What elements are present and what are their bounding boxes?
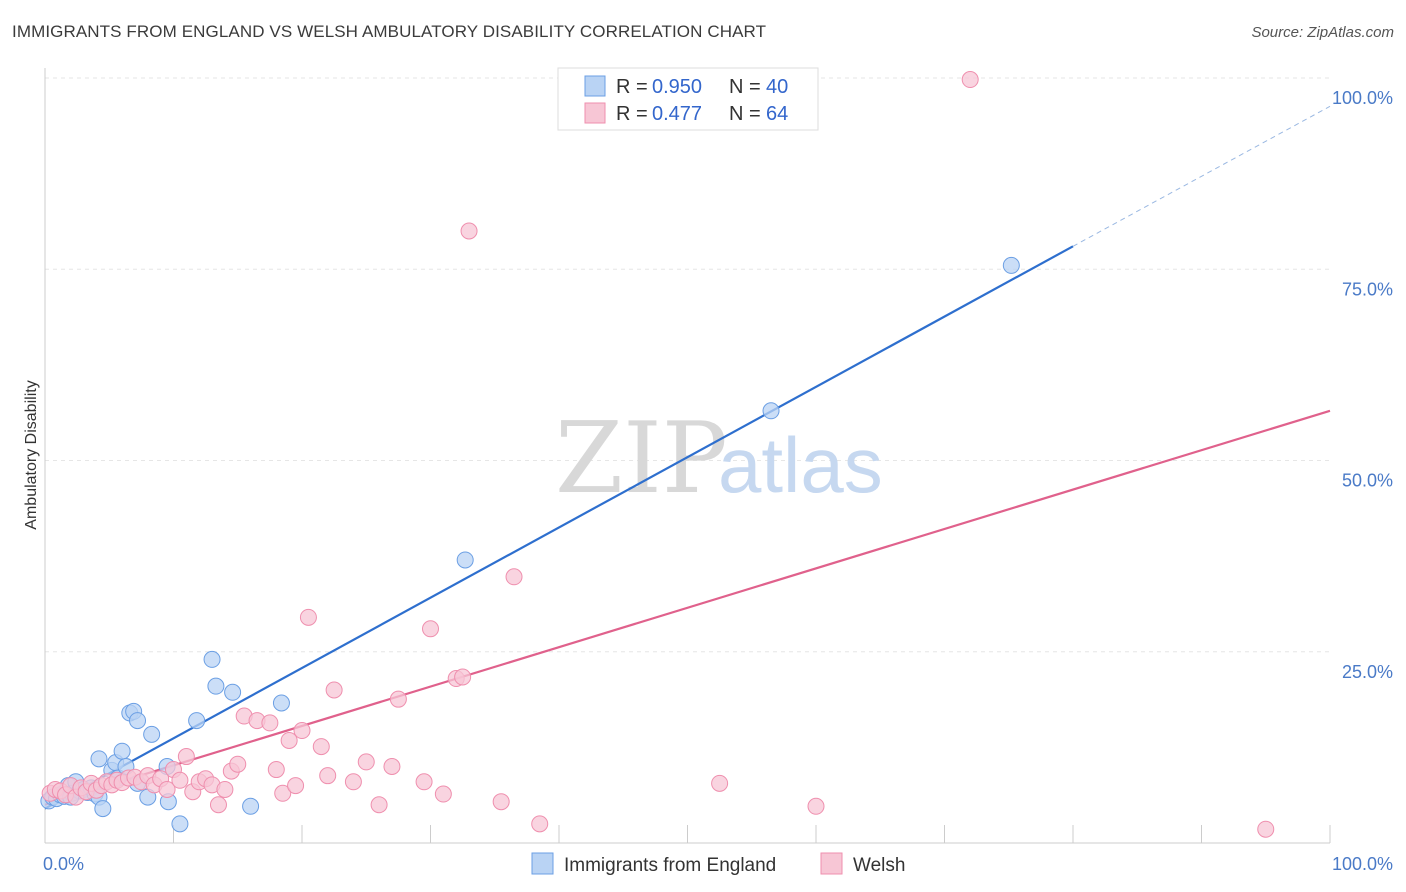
y-tick-label-1: 50.0% xyxy=(1342,471,1393,491)
point-s1-56 xyxy=(492,793,510,811)
bottom-legend-swatch-england xyxy=(531,852,554,875)
legend-r-value-2: 0.477 xyxy=(652,103,702,125)
legend-r-label-2: R = xyxy=(616,103,648,125)
point-s0-15 xyxy=(90,750,108,768)
point-s0-34 xyxy=(272,694,290,712)
point-s1-38 xyxy=(280,731,298,749)
point-s1-52 xyxy=(434,785,452,803)
trend-lines xyxy=(44,105,1331,810)
trend-line-0 xyxy=(44,245,1074,810)
point-s1-43 xyxy=(319,767,337,785)
point-s1-36 xyxy=(267,761,285,779)
point-s1-55 xyxy=(460,222,478,240)
point-s1-58 xyxy=(531,815,549,833)
point-s1-48 xyxy=(383,758,401,775)
tick-labels: 25.0% 50.0% 75.0% 100.0% 0.0% 100.0% xyxy=(43,88,1393,874)
x-tick-label-0: 0.0% xyxy=(43,854,84,874)
y-tick-label-2: 75.0% xyxy=(1342,279,1393,299)
top-legend: R = 0.950 N = 40 R = 0.477 N = 64 xyxy=(557,67,819,131)
point-s1-57 xyxy=(505,568,523,586)
point-s1-46 xyxy=(357,753,375,771)
trend-extension-0 xyxy=(1072,105,1331,247)
point-s1-59 xyxy=(711,774,729,792)
legend-swatch-welsh xyxy=(584,102,606,124)
watermark-atlas: atlas xyxy=(718,421,883,509)
point-s1-37 xyxy=(274,784,292,802)
bottom-legend-swatch-welsh xyxy=(820,852,843,875)
point-s0-35 xyxy=(456,551,474,569)
bottom-legend-label-welsh: Welsh xyxy=(853,855,905,876)
y-tick-label-3: 100.0% xyxy=(1332,88,1393,108)
x-tick-label-1: 100.0% xyxy=(1332,854,1393,874)
y-axis-label: Ambulatory Disability xyxy=(23,380,40,529)
point-s0-14 xyxy=(94,800,112,818)
chart-title: IMMIGRANTS FROM ENGLAND VS WELSH AMBULAT… xyxy=(12,22,767,41)
point-s1-24 xyxy=(177,748,195,766)
watermark-zip: ZIP xyxy=(555,402,728,516)
point-s0-33 xyxy=(242,797,260,815)
point-s1-23 xyxy=(171,771,189,789)
legend-swatch-england xyxy=(584,75,606,97)
point-s0-31 xyxy=(207,677,225,695)
point-s1-30 xyxy=(216,780,234,798)
point-s1-42 xyxy=(312,738,330,756)
point-s1-29 xyxy=(209,796,227,814)
point-s0-28 xyxy=(171,815,189,833)
watermark: ZIP atlas xyxy=(555,402,883,516)
point-s1-44 xyxy=(325,681,343,699)
point-s1-51 xyxy=(422,620,439,638)
legend-n-value-1: 40 xyxy=(766,76,788,98)
point-s1-41 xyxy=(299,608,317,626)
legend-r-value-1: 0.950 xyxy=(652,76,702,98)
point-s0-19 xyxy=(113,742,131,760)
point-s1-40 xyxy=(293,722,311,740)
source-label: Source: ZipAtlas.com xyxy=(1251,24,1394,41)
legend-r-label-1: R = xyxy=(616,76,648,98)
point-s1-32 xyxy=(229,755,247,773)
point-s0-37 xyxy=(1002,256,1020,274)
bottom-legend: Immigrants from England Welsh xyxy=(531,852,905,876)
point-s1-50 xyxy=(415,773,433,791)
point-s1-35 xyxy=(261,714,279,732)
legend-n-value-2: 64 xyxy=(766,103,788,125)
point-s0-36 xyxy=(762,402,780,420)
point-s0-29 xyxy=(188,712,206,730)
point-s0-23 xyxy=(129,712,147,730)
trend-line-1 xyxy=(44,409,1331,806)
legend-n-label-2: N = xyxy=(729,103,761,125)
point-s1-54 xyxy=(454,668,472,686)
bottom-legend-label-england: Immigrants from England xyxy=(564,855,776,876)
point-s1-47 xyxy=(370,796,388,814)
point-s1-21 xyxy=(158,780,176,798)
y-tick-label-0: 25.0% xyxy=(1342,662,1393,682)
point-s1-62 xyxy=(1257,820,1275,838)
point-s0-32 xyxy=(224,683,242,701)
point-s1-45 xyxy=(344,773,362,791)
point-s0-30 xyxy=(203,650,221,668)
point-s1-39 xyxy=(287,777,305,795)
legend-n-label-1: N = xyxy=(729,76,761,98)
point-s1-61 xyxy=(961,71,979,89)
data-points xyxy=(40,71,1275,838)
point-s0-25 xyxy=(143,725,161,743)
axes xyxy=(44,68,1330,844)
point-s1-49 xyxy=(389,690,407,708)
point-s1-60 xyxy=(807,797,825,815)
